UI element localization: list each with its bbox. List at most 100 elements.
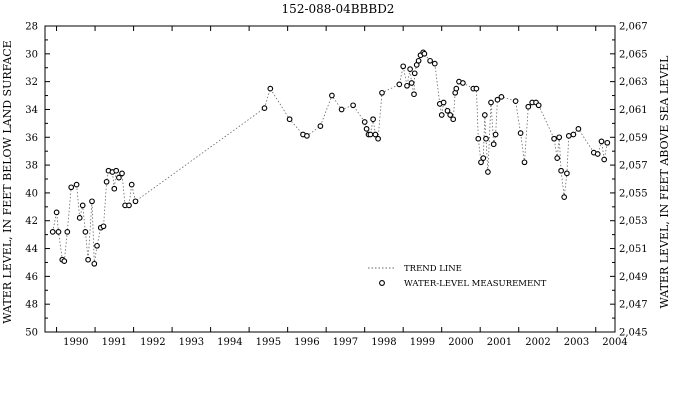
water-level-measurement-point — [494, 96, 501, 103]
y-right-tick-label: 2,049 — [619, 272, 648, 283]
water-level-measurement-point — [498, 94, 505, 100]
x-tick-label: 2002 — [525, 337, 550, 348]
water-level-measurement-point — [438, 112, 445, 118]
water-level-measurement-point — [375, 135, 381, 142]
water-level-measurement-point — [460, 80, 466, 86]
water-level-measurement-point — [473, 85, 480, 92]
water-level-measurement-point — [132, 198, 139, 205]
water-level-measurement-point — [350, 102, 356, 109]
water-level-measurement-point — [598, 138, 605, 145]
water-level-measurement-point — [372, 131, 379, 138]
water-level-measurement-point — [450, 116, 457, 123]
water-level-measurement-point — [440, 99, 447, 106]
water-level-measurement-point — [407, 66, 413, 72]
x-tick-label: 1997 — [333, 337, 358, 348]
water-level-measurement-point — [415, 57, 422, 64]
water-level-measurement-point — [447, 112, 454, 118]
water-level-measurement-point — [73, 181, 80, 188]
y-axis-title-left: WATER LEVEL, IN FEET BELOW LAND SURFACE — [1, 40, 14, 323]
y-right-tick-label: 2,055 — [619, 188, 648, 199]
x-tick-label: 2001 — [487, 337, 512, 348]
water-level-measurement-point — [564, 170, 570, 177]
legend-label-trend-line: TREND LINE — [404, 264, 462, 274]
water-level-measurement-point — [411, 70, 418, 77]
water-level-measurement-point — [561, 194, 568, 200]
water-level-measurement-point — [431, 60, 438, 67]
y-axis-ticks: 28 2,067 30 2,065 32 2,063 34 2,061 36 2,059 38 2,0… — [25, 22, 647, 339]
water-level-measurement-point — [517, 130, 524, 136]
y-right-tick-label: 2,065 — [619, 49, 648, 60]
x-tick-label: 2003 — [564, 337, 589, 348]
water-level-measurement-point — [570, 131, 577, 138]
water-level-measurement-point — [361, 119, 368, 125]
water-level-measurement-point — [421, 50, 428, 57]
water-level-measurement-point — [411, 91, 417, 98]
water-level-measurement-point — [100, 223, 107, 230]
trend-line — [52, 51, 608, 264]
x-tick-label: 1993 — [179, 337, 204, 348]
water-level-measurement-point — [525, 103, 532, 110]
y-axis-title-right: WATER LEVEL, IN FEET ABOVE SEA LEVEL — [658, 55, 671, 309]
x-tick-label: 1996 — [294, 337, 319, 348]
y-right-tick-label: 2,067 — [619, 22, 648, 33]
water-level-measurement-point — [53, 209, 60, 216]
x-tick-label: 1994 — [217, 337, 242, 348]
y-left-tick-label: 48 — [25, 300, 38, 311]
x-tick-label: 1991 — [102, 337, 127, 348]
water-level-measurement-point — [444, 107, 451, 114]
water-level-measurement-point — [554, 155, 561, 161]
water-level-measurement-point — [367, 131, 374, 138]
water-level-measurement-point — [119, 170, 125, 177]
water-level-measurement-point — [480, 155, 487, 161]
water-level-measurement-point — [453, 85, 460, 92]
y-left-tick-label: 30 — [25, 49, 38, 60]
y-right-tick-label: 2,051 — [619, 244, 648, 255]
water-level-measurement-point — [379, 89, 385, 96]
water-level-measurement-point — [481, 112, 488, 118]
water-level-measurement-point — [512, 98, 519, 104]
water-level-measurement-point — [261, 105, 268, 111]
x-tick-label: 2000 — [448, 337, 473, 348]
water-level-measurement-point — [404, 82, 410, 89]
legend: TREND LINE WATER-LEVEL MEASUREMENT — [368, 264, 547, 289]
water-level-measurement-point — [89, 198, 95, 205]
water-level-measurement-point — [64, 229, 71, 235]
water-level-measurement-point — [329, 92, 335, 99]
water-level-measurement-point — [488, 99, 494, 106]
water-level-measurement-point — [408, 80, 415, 86]
y-right-tick-label: 2,053 — [619, 216, 648, 227]
water-level-measurement-point — [267, 85, 274, 92]
water-level-measurement-point — [485, 169, 491, 175]
water-level-measurement-point — [535, 102, 542, 109]
y-left-tick-label: 28 — [25, 22, 38, 33]
x-tick-label: 2004 — [602, 337, 627, 348]
water-level-measurement-point — [521, 159, 528, 166]
water-level-measurement-point — [68, 184, 75, 191]
water-level-measurement-point — [483, 135, 489, 142]
y-left-tick-label: 38 — [25, 161, 38, 172]
y-left-tick-label: 40 — [25, 188, 38, 199]
y-left-tick-label: 50 — [25, 328, 38, 339]
water-level-measurement-point — [61, 258, 68, 264]
chart-title: 152-088-04BBBD2 — [282, 2, 395, 16]
water-level-measurement-point — [126, 202, 132, 209]
measurement-points-group — [49, 49, 611, 267]
y-right-tick-label: 2,045 — [619, 328, 648, 339]
water-level-measurement-point — [427, 57, 433, 64]
water-level-measurement-point — [103, 178, 110, 185]
water-level-measurement-point — [85, 256, 91, 263]
x-tick-label: 1998 — [371, 337, 396, 348]
water-level-measurement-point — [338, 106, 345, 113]
y-right-tick-label: 2,057 — [619, 161, 648, 172]
y-left-tick-label: 46 — [25, 272, 38, 283]
y-right-tick-label: 2,059 — [619, 133, 648, 144]
y-left-tick-label: 44 — [25, 244, 38, 255]
water-level-measurement-point — [370, 116, 376, 123]
water-level-measurement-point — [478, 159, 484, 166]
water-level-measurement-point — [91, 260, 98, 267]
y-left-tick-label: 32 — [25, 77, 38, 88]
water-level-measurement-point — [594, 151, 601, 157]
water-level-measurement-point — [55, 229, 62, 235]
water-level-measurement-point — [363, 126, 370, 132]
water-level-measurement-point — [604, 139, 611, 146]
